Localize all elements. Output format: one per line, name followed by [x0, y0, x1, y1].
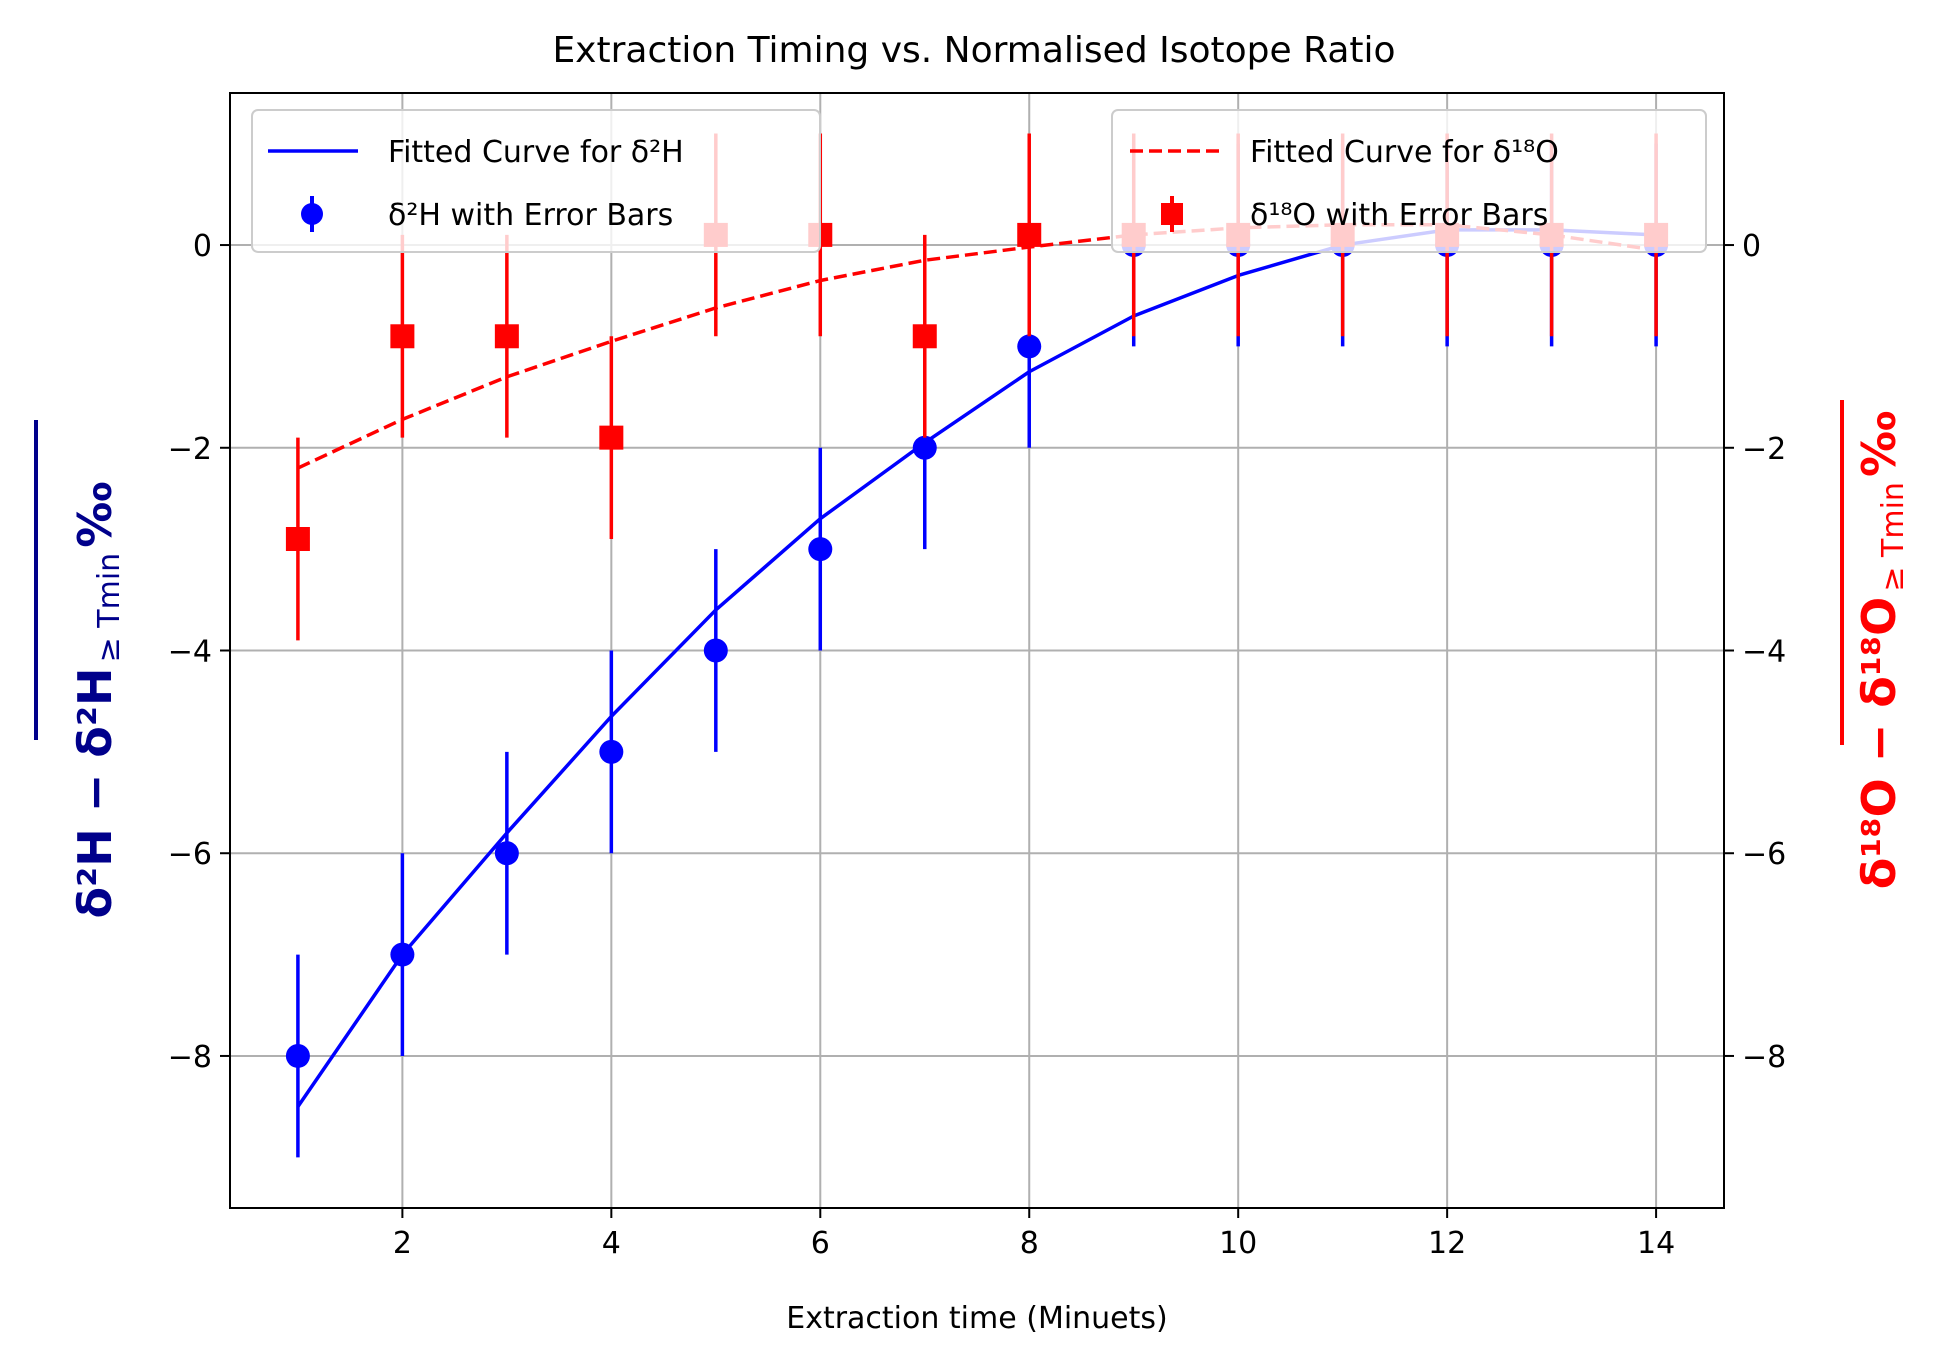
legend-left-label-0: Fitted Curve for δ²H	[388, 135, 684, 170]
y-tick-label-left: 0	[193, 229, 212, 264]
x-tick-label: 6	[811, 1226, 830, 1261]
y-axis-label-left-main: δ²H − δ²H	[68, 667, 122, 918]
y-axis-label-right: δ¹⁸O − δ¹⁸O ≥ Tmin ‰	[1852, 411, 1911, 890]
legend-left: Fitted Curve for δ²H δ²H with Error Bars	[251, 109, 821, 253]
point-d18O	[1017, 222, 1042, 247]
y-tick-label-left: −6	[168, 837, 212, 872]
point-d18O	[390, 324, 415, 349]
legend-left-frame	[251, 109, 821, 253]
legend-right: Fitted Curve for δ¹⁸O δ¹⁸O with Error Ba…	[1111, 109, 1707, 253]
svg-text:δ¹⁸O − δ¹⁸O ≥ Tmin: δ¹⁸O − δ¹⁸O ≥ Tmin ‰	[1852, 411, 1911, 890]
y-axis-label-right-main: δ¹⁸O − δ¹⁸O	[1852, 597, 1906, 890]
point-d18O	[285, 527, 310, 551]
legend-left-label-1: δ²H with Error Bars	[388, 198, 673, 233]
x-tick-label: 12	[1428, 1226, 1466, 1261]
point-d18O	[912, 324, 937, 349]
y-tick-label-left: −8	[168, 1040, 212, 1075]
y-tick-label-right: −8	[1742, 1040, 1786, 1075]
x-tick-label: 14	[1637, 1226, 1675, 1261]
x-axis-label: Extraction time (Minuets)	[786, 1301, 1168, 1336]
point-d2H	[808, 537, 833, 562]
point-d2H	[912, 435, 937, 460]
point-d18O	[494, 324, 519, 349]
y-axis-label-right-unit: ‰	[1852, 411, 1906, 477]
y-tick-label-left: −2	[168, 432, 212, 467]
y-tick-label-right: −4	[1742, 635, 1786, 670]
point-d2H	[390, 942, 415, 967]
x-tick-label: 8	[1020, 1226, 1039, 1261]
legend-right-frame	[1111, 109, 1707, 253]
legend-right-marker-swatch	[1161, 203, 1183, 225]
point-d2H	[703, 638, 728, 663]
point-d18O	[599, 425, 624, 450]
svg-text:δ²H − δ²H ≥ Tmin ‰: δ²H − δ²H ≥ Tmin ‰	[68, 481, 127, 918]
point-d2H	[285, 1043, 310, 1068]
point-d2H	[1017, 334, 1042, 359]
x-tick-label: 10	[1219, 1226, 1257, 1261]
y-tick-label-right: −6	[1742, 837, 1786, 872]
y-tick-label-right: −2	[1742, 432, 1786, 467]
x-tick-label: 2	[393, 1226, 412, 1261]
x-tick-label: 4	[602, 1226, 621, 1261]
y-axis-label-right-sub: ≥ Tmin	[1876, 482, 1911, 592]
y-tick-label-right: 0	[1742, 229, 1761, 264]
y-axis-label-left-sub: ≥ Tmin	[92, 553, 127, 663]
legend-right-label-0: Fitted Curve for δ¹⁸O	[1250, 135, 1559, 170]
point-d2H	[494, 841, 519, 866]
legend-left-marker-swatch	[301, 203, 323, 225]
point-d2H	[599, 739, 624, 764]
legend-right-label-1: δ¹⁸O with Error Bars	[1250, 198, 1548, 233]
axis-ticks: 2 4 6 8 10 12 14 −8 −8 −6 −6 −4 −4 −2 −2 0 0	[168, 229, 1786, 1261]
y-axis-label-left-unit: ‰	[68, 481, 122, 547]
chart-title: Extraction Timing vs. Normalised Isotope…	[552, 30, 1395, 71]
y-tick-label-left: −4	[168, 635, 212, 670]
y-axis-label-left: δ²H − δ²H ≥ Tmin ‰	[68, 481, 127, 918]
